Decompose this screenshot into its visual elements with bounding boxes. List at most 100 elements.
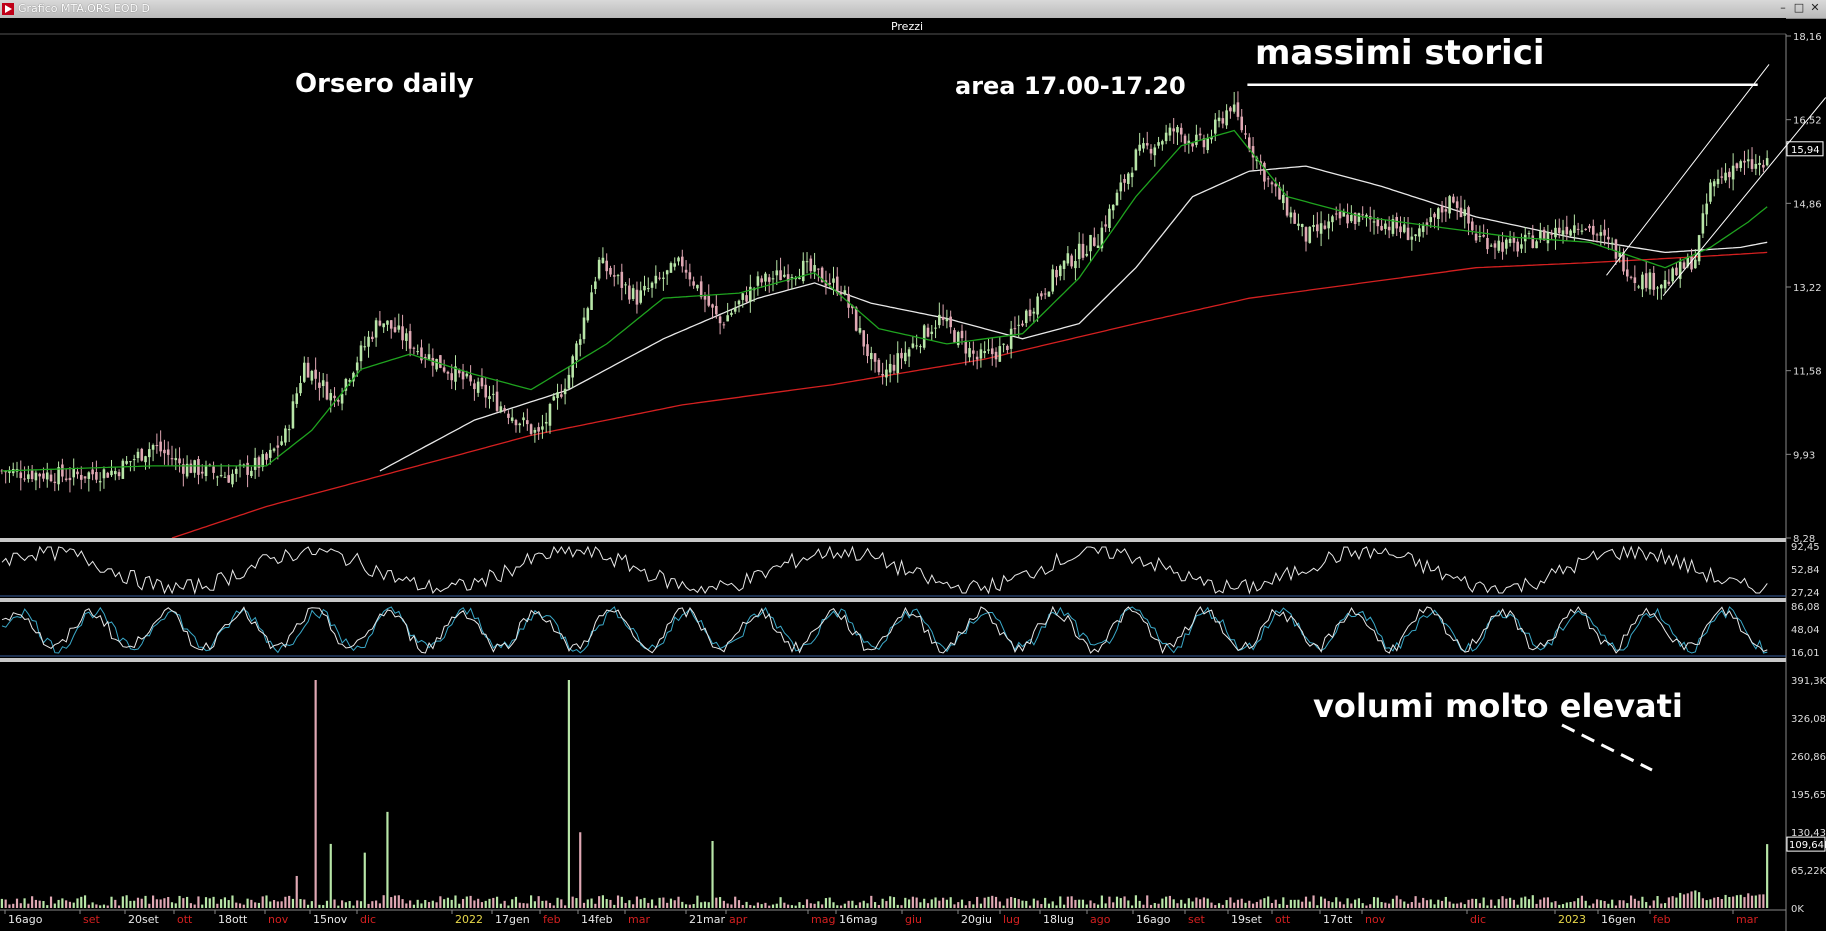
candle-body [200, 471, 204, 474]
candle-body [174, 458, 178, 461]
volume-bar [182, 898, 185, 908]
volume-bar [942, 897, 945, 908]
volume-bar [1293, 899, 1296, 908]
candle-body [896, 353, 900, 374]
volume-bar [397, 895, 400, 908]
candle-body [1629, 276, 1633, 278]
volume-bar [1327, 901, 1330, 908]
date-label: mar [628, 913, 650, 926]
candle-body [563, 388, 567, 395]
candle-body [1603, 229, 1606, 236]
candle-body [847, 293, 850, 308]
volume-bar [1406, 903, 1410, 908]
date-label: 2023 [1558, 913, 1586, 926]
volume-bar [575, 898, 578, 908]
candle-body [1323, 225, 1327, 229]
volume-bar [1168, 895, 1171, 908]
minimize-icon[interactable]: – [1780, 1, 1786, 14]
candle-body [1746, 159, 1750, 162]
candle-body [1418, 228, 1421, 237]
volume-panel: 391,3K 326,08K 260,86K 195,65K 130,43K 65,22K… [0, 676, 1826, 915]
volume-bar [522, 903, 525, 908]
candle-body [835, 276, 839, 294]
candle-body [798, 277, 801, 280]
candle-body [1168, 127, 1172, 136]
candle-body [359, 345, 363, 362]
price-tick-label: 8,28 [1793, 534, 1815, 545]
volume-bar [1459, 902, 1463, 908]
volume-bar [1146, 895, 1149, 908]
stock-chart[interactable]: Prezzi 18,16 16,52 14,86 13,22 11,58 9,93 8,28… [0, 18, 1826, 931]
candle-body [1111, 204, 1115, 211]
volume-bar [1002, 905, 1005, 908]
candle-body [1452, 196, 1455, 203]
candle-body [862, 330, 866, 347]
volume-bar [635, 896, 639, 908]
candle-body [620, 271, 624, 288]
candle-body [151, 445, 155, 450]
candle-body [1735, 163, 1739, 169]
volume-bar [1709, 899, 1712, 908]
candle-body [1055, 269, 1058, 278]
volume-bar [1516, 904, 1519, 908]
volume-bar [530, 895, 533, 908]
window-titlebar: Grafico MTA.ORS EOD D – □ ✕ [0, 0, 1826, 19]
candle-body [1036, 296, 1039, 315]
candle-body [1554, 227, 1557, 238]
candle-body [1652, 272, 1656, 290]
candle-body [749, 286, 752, 302]
candle-body [514, 420, 518, 426]
candle-body [106, 472, 110, 478]
candle-body [979, 349, 983, 359]
volume-bar [1240, 898, 1243, 908]
volume-bar [492, 897, 495, 908]
candle-body [280, 441, 283, 445]
restore-icon[interactable]: □ [1793, 1, 1805, 14]
candle-body [1191, 143, 1194, 147]
volume-bar [1289, 899, 1292, 908]
oscillator-panel-2: 86,08 48,04 16,01 [0, 602, 1820, 659]
volume-bar [23, 898, 26, 908]
volume-tick-label: 326,08K [1791, 714, 1826, 725]
volume-bar [1085, 904, 1088, 908]
volume-bar [885, 901, 888, 908]
candle-body [495, 391, 499, 411]
volume-bar [1380, 902, 1383, 908]
volume-bar [144, 895, 147, 908]
volume-bar [46, 905, 49, 908]
volume-bar [741, 905, 744, 908]
candle-body [1334, 213, 1338, 215]
volume-bar [745, 901, 748, 908]
close-icon[interactable]: ✕ [1810, 1, 1820, 14]
candle-body [654, 275, 658, 284]
volume-bar [915, 897, 918, 908]
volume-bar [1664, 903, 1667, 908]
volume-bar [1607, 903, 1610, 908]
candle-body [30, 470, 34, 480]
volume-bar [420, 903, 423, 908]
volume-bar [843, 903, 846, 908]
volume-bar [1346, 898, 1349, 908]
candle-body [892, 364, 896, 371]
candle-body [1297, 223, 1300, 226]
volume-bar [904, 897, 907, 908]
candle-body [1765, 158, 1769, 166]
candle-body [586, 308, 590, 321]
candle-body [1100, 227, 1104, 249]
volume-bar [1365, 905, 1368, 908]
volume-bar [730, 904, 733, 908]
volume-bar [1671, 896, 1674, 908]
candle-body [1667, 281, 1671, 284]
candle-body [1444, 209, 1448, 212]
candle-body [1081, 243, 1085, 258]
volume-bar [1452, 903, 1455, 908]
candle-body [257, 457, 261, 468]
candle-body [1282, 194, 1285, 204]
candle-body [968, 348, 971, 358]
candle-body [132, 459, 136, 461]
volume-bar [1629, 895, 1633, 908]
volume-bar [1584, 900, 1587, 908]
candle-body [522, 417, 525, 421]
volume-bar [862, 900, 865, 908]
volume-bar [186, 896, 189, 908]
